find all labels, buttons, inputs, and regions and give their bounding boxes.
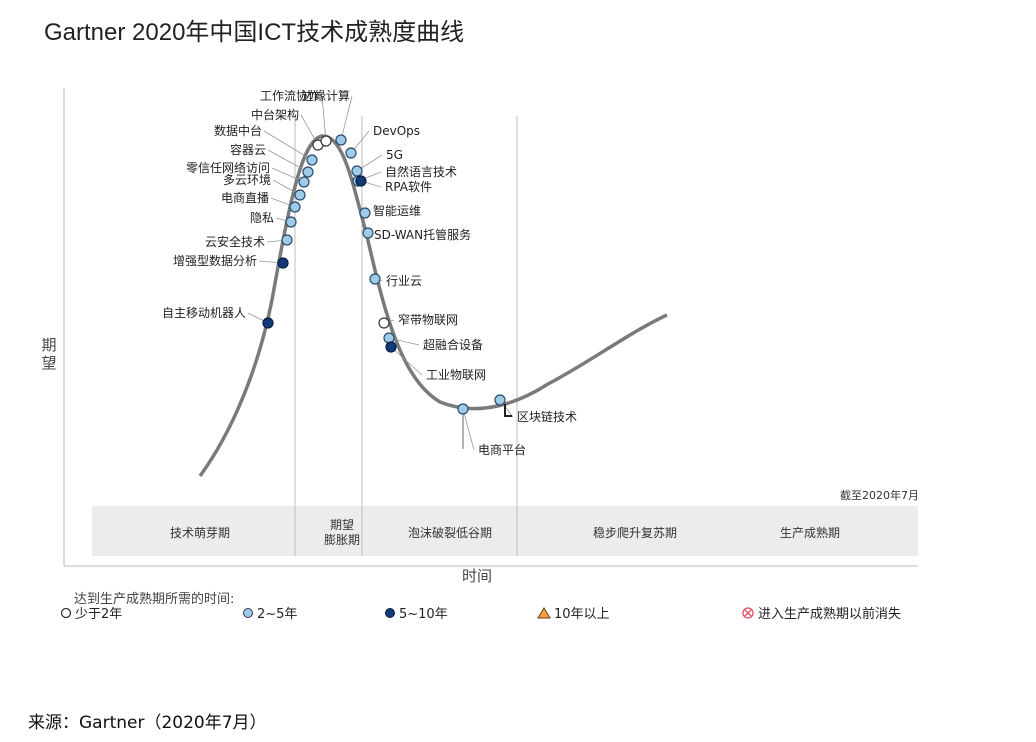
technology-label: 自主移动机器人: [162, 306, 246, 320]
technology-label: 电商直播: [221, 190, 269, 205]
technology-marker: [457, 403, 469, 415]
phase-label-slope: 稳步爬升复苏期: [592, 526, 677, 540]
technology-marker: [369, 273, 381, 285]
technology-label: 零信任网络访问: [186, 160, 270, 175]
technology-marker: [378, 317, 390, 329]
technology-label: 智能运维: [373, 203, 421, 218]
technology-marker: [285, 216, 297, 228]
legend-item-gt10: 10年以上: [537, 603, 610, 622]
technology-leader: [321, 95, 327, 142]
technology-marker: [494, 394, 506, 406]
legend-label: 2~5年: [257, 607, 298, 622]
legend-item-2to5: 2~5年: [242, 603, 297, 622]
technology-label: 中台架构: [251, 107, 299, 122]
technology-marker: [294, 189, 306, 201]
technology-marker: [277, 257, 289, 269]
technology-label: 隐私: [250, 211, 274, 225]
technology-leader: [300, 114, 319, 146]
circle-lightblue-icon: [243, 607, 253, 618]
legend-label: 少于2年: [75, 607, 123, 622]
circle-white-icon: [60, 607, 72, 618]
technology-label: 增强型数据分析: [173, 253, 257, 268]
technology-marker: [320, 135, 332, 147]
technology-marker: [306, 154, 318, 166]
technology-marker: [359, 207, 371, 219]
technology-label: 5G: [386, 148, 403, 162]
technology-label: 区块链技术: [517, 409, 577, 424]
technology-label: DevOps: [373, 124, 420, 138]
technology-marker: [383, 332, 395, 344]
technology-leader: [267, 149, 309, 173]
technology-label: 边缘计算: [302, 88, 350, 103]
phase-label-trigger: 技术萌芽期: [169, 526, 230, 540]
bracket-mark: [504, 404, 512, 417]
technology-marker: [302, 166, 314, 178]
technology-marker: [262, 317, 274, 329]
technology-label: 窄带物联网: [398, 312, 458, 327]
technology-label: 数据中台: [214, 123, 262, 138]
technology-label: SD-WAN托管服务: [374, 227, 471, 242]
source-note: 来源：Gartner（2020年7月）: [28, 713, 267, 733]
technology-label: 工作流协作: [260, 88, 320, 103]
legend-item-lt2: 少于2年: [60, 603, 122, 622]
legend-label: 5~10年: [399, 607, 448, 622]
legend-title: 达到生产成熟期所需的时间:: [74, 592, 235, 607]
triangle-orange-icon: [537, 606, 551, 618]
technology-marker: [362, 227, 374, 239]
technology-leader: [390, 346, 423, 376]
technology-leader: [340, 95, 353, 141]
legend-item-5to10: 5~10年: [384, 603, 448, 622]
y-axis-label: 期望: [41, 336, 57, 372]
phase-label-plateau: 生产成熟期: [779, 526, 840, 540]
technology-marker: [298, 176, 310, 188]
technology-label: 工业物联网: [426, 368, 486, 382]
legend-label: 10年以上: [554, 607, 610, 622]
x-axis-label: 时间: [462, 567, 493, 585]
phase-band: [92, 506, 918, 556]
crossed-circle-icon: [742, 606, 754, 619]
legend-label: 进入生产成熟期以前消失: [758, 607, 902, 622]
technology-marker: [281, 234, 293, 246]
technology-label: 电商平台: [478, 442, 526, 457]
phase-label-trough: 泡沫破裂低谷期: [407, 526, 492, 540]
technology-marker: [335, 134, 347, 146]
as-of-date: 截至2020年7月: [840, 489, 919, 502]
technology-marker: [345, 147, 357, 159]
circle-navy-icon: [385, 607, 395, 618]
technology-marker: [289, 201, 301, 213]
technology-label: 行业云: [386, 274, 422, 288]
phase-label-peak: 期望 膨胀期: [323, 518, 360, 547]
technology-label: 容器云: [230, 142, 266, 157]
technology-label: RPA软件: [385, 180, 432, 194]
legend-item-obsolete: 进入生产成熟期以前消失: [741, 603, 901, 622]
technology-label: 自然语言技术: [385, 164, 457, 179]
chart-title: Gartner 2020年中国ICT技术成熟度曲线: [44, 19, 465, 46]
technology-label: 云安全技术: [205, 234, 265, 249]
technology-marker: [355, 175, 367, 187]
technology-label: 多云环境: [223, 172, 271, 187]
technology-label: 超融合设备: [423, 337, 483, 352]
technology-leader: [271, 167, 305, 183]
technology-marker: [385, 341, 397, 353]
technology-leader: [462, 408, 475, 451]
technology-marker: [351, 165, 363, 177]
technology-leader: [263, 130, 313, 161]
